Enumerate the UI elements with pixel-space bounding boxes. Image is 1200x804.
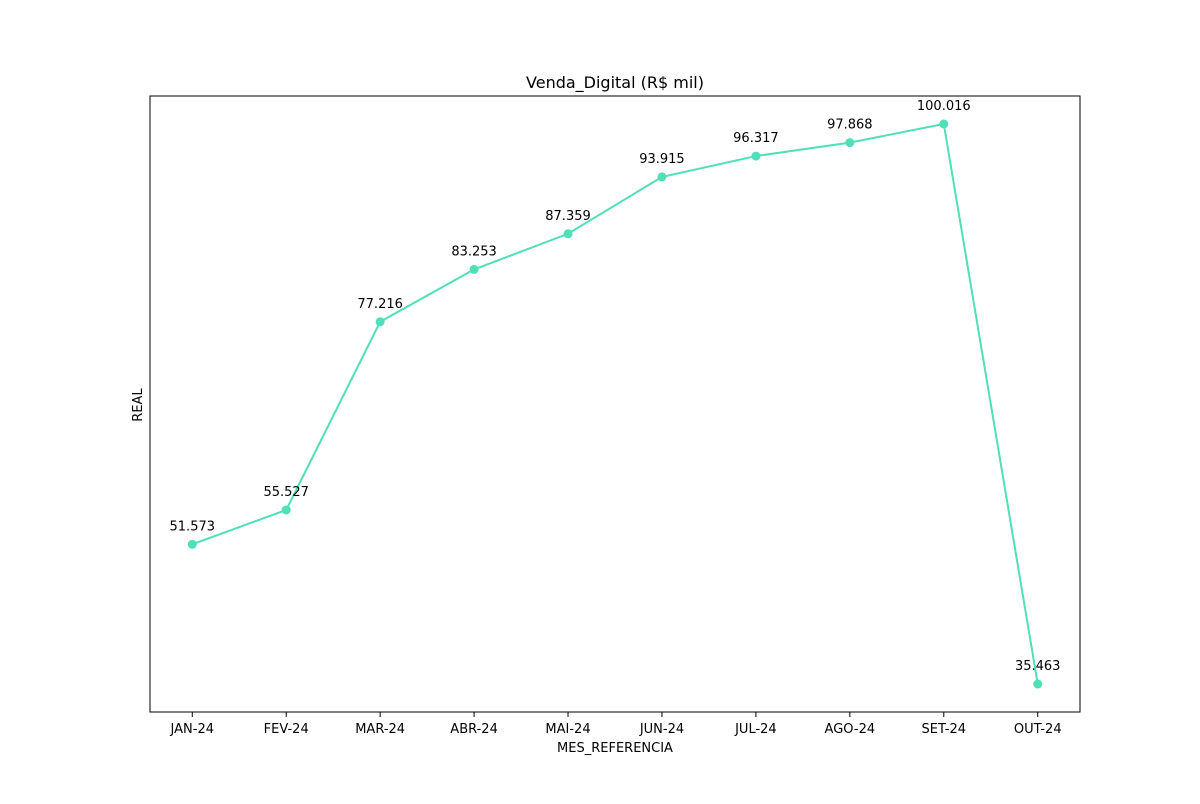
- series-line: [191, 122, 1039, 685]
- data-point: [281, 505, 291, 515]
- data-point: [657, 172, 667, 182]
- x-tick-label: MAI-24: [545, 722, 590, 737]
- chart-title: Venda_Digital (R$ mil): [526, 73, 704, 93]
- data-label: 83.253: [451, 244, 497, 259]
- data-point: [375, 317, 385, 327]
- x-tick-label: MAR-24: [355, 722, 405, 737]
- data-label: 35.463: [1015, 659, 1061, 674]
- y-axis-label: REAL: [131, 388, 146, 422]
- x-tick-label: JUL-24: [734, 722, 777, 737]
- data-label: 77.216: [357, 297, 403, 312]
- data-point: [845, 138, 855, 148]
- x-tick-label: AGO-24: [825, 722, 876, 737]
- data-label: 55.527: [263, 485, 309, 500]
- series-layer: 51.573 55.527 77.216 83.253 87.359 93.915 96.3…: [170, 99, 1061, 689]
- x-tick-label: JAN-24: [170, 722, 214, 737]
- data-label: 51.573: [170, 519, 216, 534]
- data-label: 97.868: [827, 118, 873, 133]
- data-point: [751, 151, 761, 161]
- x-tick-label: OUT-24: [1014, 722, 1062, 737]
- x-axis-ticks: JAN-24 FEV-24 MAR-24 ABR-24 MAI-24 JUN-24 JUL-…: [170, 712, 1062, 737]
- x-tick-label: SET-24: [922, 722, 966, 737]
- data-label: 100.016: [917, 99, 971, 114]
- data-point: [187, 539, 197, 549]
- data-label: 96.317: [733, 131, 779, 146]
- data-point: [939, 119, 949, 129]
- data-point: [563, 229, 573, 239]
- plot-area-frame: [149, 95, 1081, 713]
- data-label: 93.915: [639, 152, 685, 167]
- x-tick-label: ABR-24: [450, 722, 498, 737]
- x-tick-label: JUN-24: [639, 722, 684, 737]
- data-point: [1033, 679, 1043, 689]
- x-tick-label: FEV-24: [264, 722, 309, 737]
- x-axis-label: MES_REFERENCIA: [557, 741, 673, 756]
- data-label: 87.359: [545, 209, 591, 224]
- data-point: [469, 264, 479, 274]
